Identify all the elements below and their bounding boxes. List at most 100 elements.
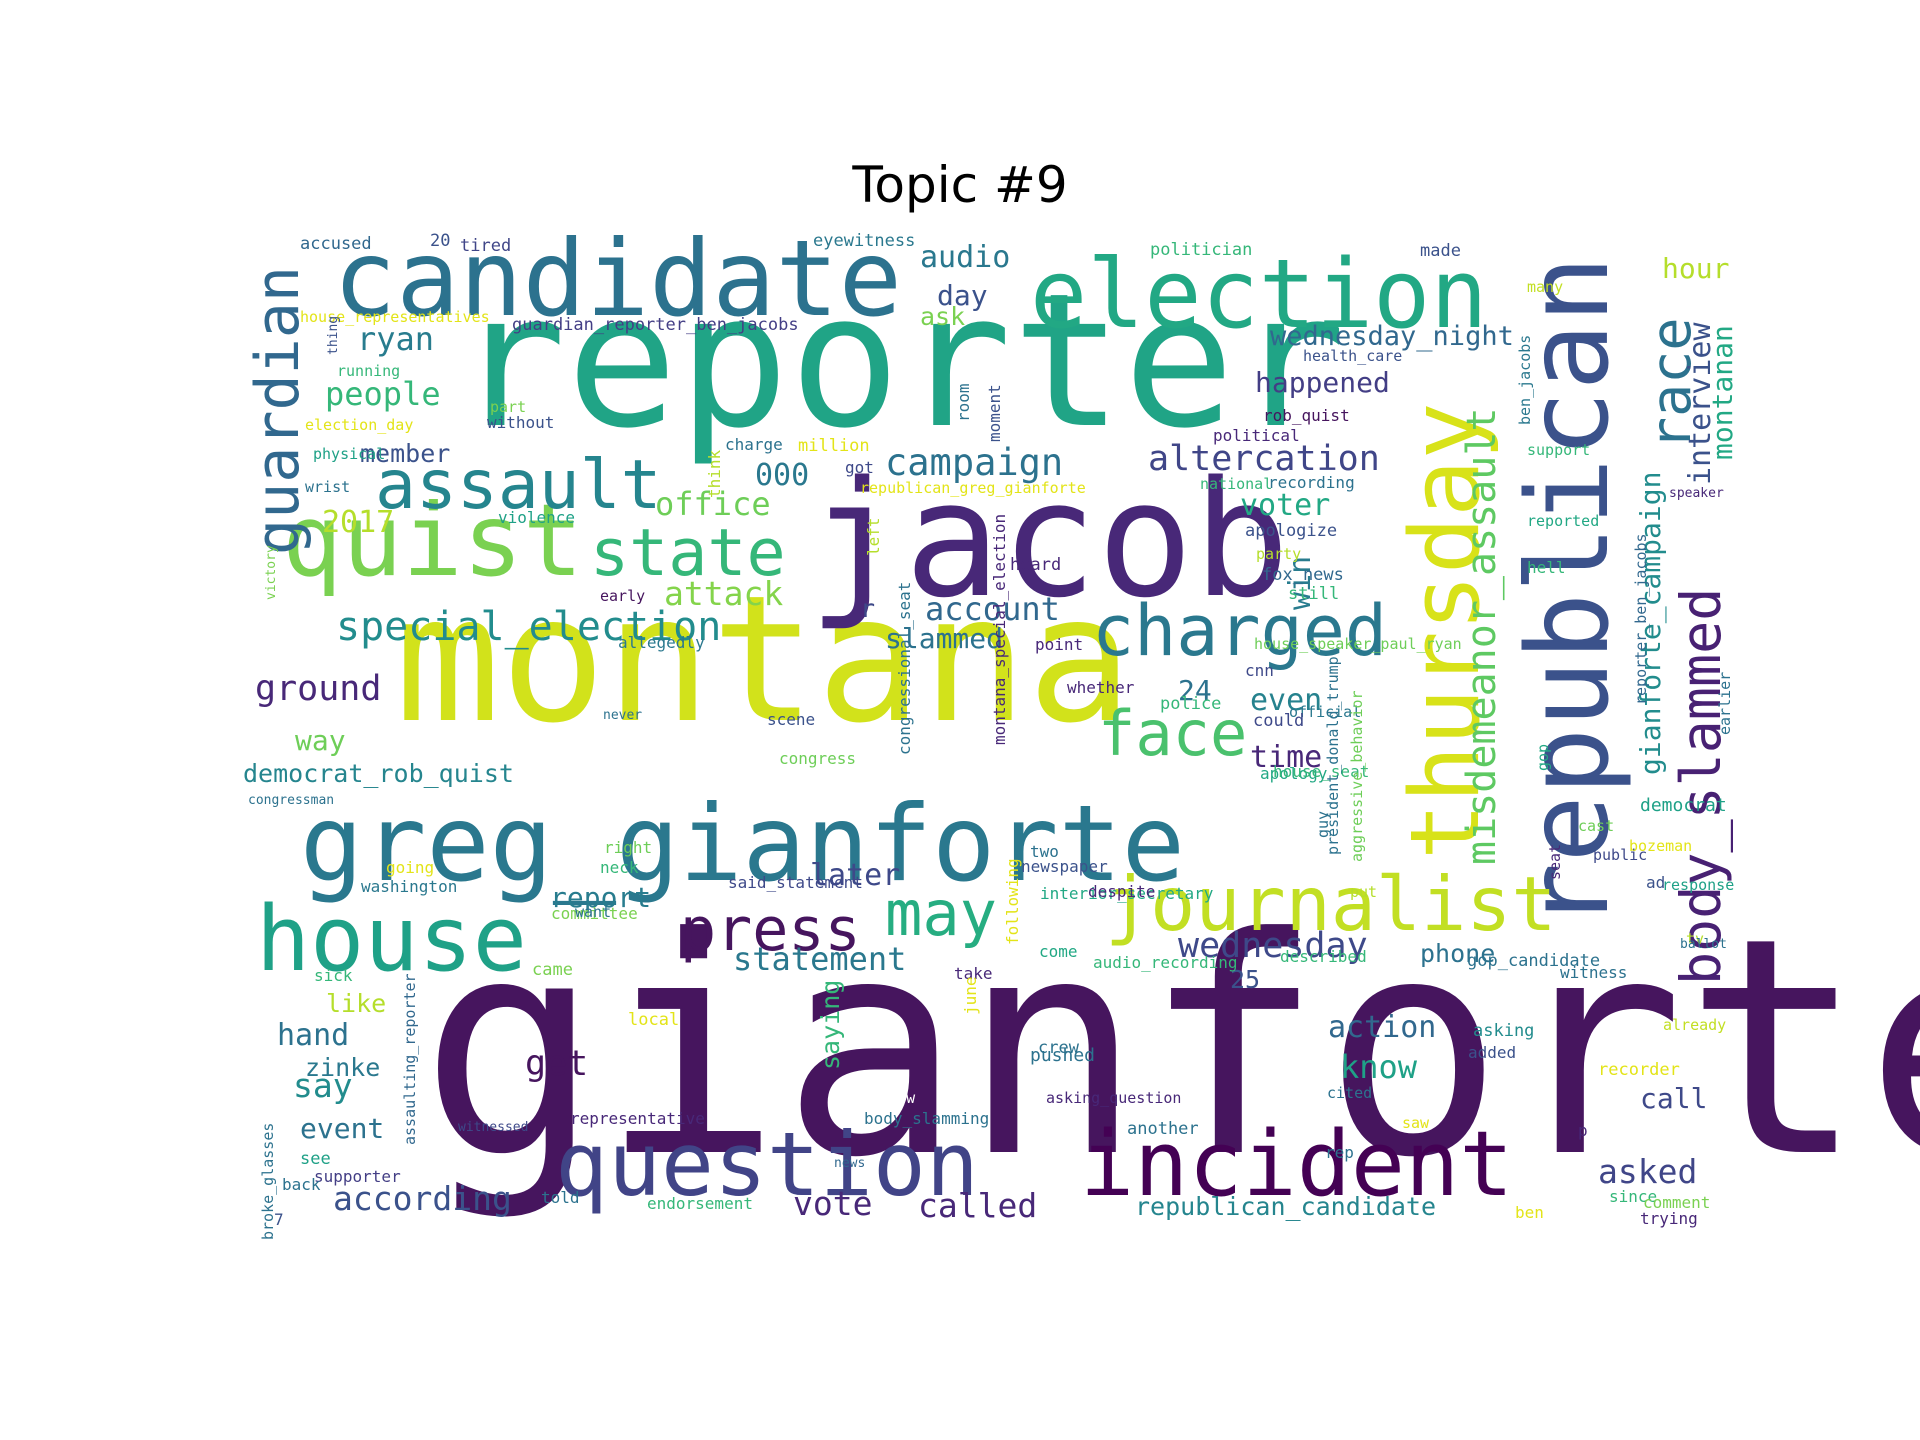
word-quist: quist [282,482,583,599]
word-political: political [1213,426,1300,445]
word-representative: representative [570,1109,705,1128]
word-moment: moment [985,384,1004,442]
word-tv: tv [1686,930,1704,948]
word-journalist: journalist [1105,860,1557,948]
word-gianforte-campaign: gianforte_campaign [1634,472,1668,775]
word-body-slamming: body_slamming [864,1109,989,1128]
word-question: question [555,1113,979,1216]
word-later: later [810,858,900,893]
word-vote: vote [793,1184,872,1223]
word-committee: committee [551,904,638,923]
word-called: called [918,1186,1037,1225]
word-another: another [1127,1119,1199,1139]
word-june: june [961,976,980,1015]
word-charged: charged [1092,590,1387,672]
word-witnessed: witnessed [458,1120,528,1135]
word-saying: saying [816,980,845,1070]
word-hand: hand [277,1018,349,1053]
word-way: way [295,724,346,757]
word-party: party [1256,545,1301,563]
word-face: face [1098,697,1247,770]
word-interior-secretary: interior_secretary [1040,884,1214,903]
word-ground: ground [255,669,381,709]
word-recording: recording [1268,473,1355,492]
word-gop-candidate: gop_candidate [1467,951,1600,971]
word-described: described [1280,947,1367,966]
word-earlier: earlier [1716,672,1734,735]
word-interview: interview [1683,322,1718,485]
word-take: take [954,964,993,983]
word-since: since [1609,1187,1657,1206]
word-think: think [705,449,724,498]
word-back: back [282,1175,321,1194]
word-response: response [1662,876,1734,894]
word-early: early [600,587,645,605]
word-reporter-ben-jacobs: reporter_ben_jacobs [1632,533,1650,705]
word-statement: statement [733,940,906,978]
word-health-care: health_care [1303,347,1402,365]
word-25: 25 [1230,965,1260,994]
word-speaker: speaker [1669,486,1724,501]
word-trying: trying [1640,1209,1698,1228]
word-cast: cast [1578,817,1614,835]
word-national: national [1200,475,1272,493]
word-voter: voter [1240,488,1330,523]
word-member: member [360,439,450,468]
word-still: still [1288,584,1339,604]
word-even: even [1250,683,1322,718]
word-told: told [541,1188,580,1207]
word-misdemeanor-assault: misdemeanor_assault [1459,407,1505,865]
word-following: following [1003,858,1022,945]
word-24: 24 [1178,674,1212,707]
word-put: put [1350,883,1377,901]
word-ask: ask [920,302,965,331]
word-slammed: slammed [885,622,1003,655]
word-asking: asking [1473,1021,1534,1041]
word-part: part [490,398,526,416]
word-violence: violence [498,508,575,527]
word-supporter: supporter [314,1167,401,1186]
word-eyewitness: eyewitness [813,231,915,251]
word-20: 20 [430,231,450,251]
word-call: call [1640,1082,1707,1115]
word-comment: comment [1643,1193,1710,1212]
word-000: 000 [755,458,809,493]
word-victory: victory [264,545,279,600]
word-day: day [937,279,988,312]
word-guardian: guardian [243,266,313,555]
word-come: come [1039,942,1078,961]
word-house: house [256,887,527,992]
word-whether: whether [1067,678,1135,697]
word-action: action [1328,1010,1436,1045]
word-office: office [655,485,771,523]
word-could: could [1253,711,1304,731]
word-cnn: cnn [1245,661,1274,680]
word-wednesday-night: wednesday_night [1270,321,1514,352]
word-ad: ad [1646,873,1665,892]
word-washington: washington [361,877,457,896]
word-assault: assault [375,446,662,525]
word-apologize: apologize [1245,521,1337,541]
word-press: press [680,895,861,965]
word-greg-gianforte: greg_gianforte [300,783,1185,905]
word-police: police [1160,694,1221,714]
word-7: 7 [274,1210,284,1229]
word-accused: accused [300,234,372,254]
word-get: get [525,1044,588,1084]
word-show: show [879,1089,916,1107]
word-democrat: democrat [1640,795,1727,816]
word-gop: gop [1534,744,1552,771]
word-tired: tired [460,236,511,256]
word-ryan: ryan [357,320,434,358]
word-say: say [293,1066,353,1105]
word-rep: rep [1325,1143,1354,1162]
word-audio-recording: audio_recording [1093,953,1238,972]
word-see: see [300,1149,331,1169]
word-president-donald-trump: president_donald_trump [1324,656,1342,855]
word-physical: physical [313,445,385,463]
word-wednesday: wednesday [1178,926,1368,966]
word-ben: ben [1515,1203,1544,1222]
word-already: already [1663,1016,1726,1034]
word-said-statement: said_statement [728,873,863,892]
